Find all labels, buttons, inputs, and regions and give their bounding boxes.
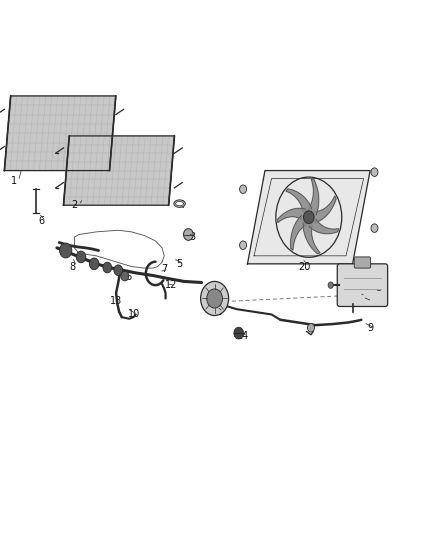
Text: 20: 20 bbox=[298, 262, 311, 271]
Circle shape bbox=[304, 211, 314, 224]
Circle shape bbox=[371, 224, 378, 232]
Text: 12: 12 bbox=[165, 280, 177, 290]
Text: 17: 17 bbox=[213, 307, 225, 317]
Polygon shape bbox=[4, 96, 116, 171]
Circle shape bbox=[60, 243, 72, 258]
FancyBboxPatch shape bbox=[337, 264, 388, 306]
Text: 18: 18 bbox=[364, 286, 376, 295]
Circle shape bbox=[240, 241, 247, 249]
Polygon shape bbox=[290, 215, 306, 250]
Circle shape bbox=[234, 327, 244, 339]
Circle shape bbox=[76, 251, 86, 263]
Circle shape bbox=[201, 281, 229, 316]
Text: 16: 16 bbox=[121, 272, 133, 282]
Polygon shape bbox=[309, 179, 319, 215]
Text: 1: 1 bbox=[11, 176, 17, 186]
Circle shape bbox=[240, 185, 247, 193]
Text: 4: 4 bbox=[179, 200, 185, 210]
Polygon shape bbox=[309, 219, 339, 234]
Polygon shape bbox=[64, 136, 174, 205]
Circle shape bbox=[184, 229, 193, 240]
Text: 8: 8 bbox=[69, 262, 75, 271]
Text: 14: 14 bbox=[237, 331, 249, 341]
Text: 2: 2 bbox=[71, 200, 78, 210]
Circle shape bbox=[103, 262, 112, 273]
Ellipse shape bbox=[176, 201, 184, 206]
Polygon shape bbox=[278, 208, 306, 223]
Circle shape bbox=[328, 282, 333, 288]
Circle shape bbox=[307, 324, 314, 332]
Polygon shape bbox=[314, 196, 336, 223]
Polygon shape bbox=[247, 171, 370, 264]
Circle shape bbox=[207, 289, 223, 308]
Ellipse shape bbox=[174, 200, 185, 207]
FancyBboxPatch shape bbox=[354, 257, 371, 268]
Circle shape bbox=[121, 271, 129, 281]
Text: 19: 19 bbox=[355, 291, 367, 301]
Text: 10: 10 bbox=[127, 310, 140, 319]
Circle shape bbox=[114, 265, 123, 276]
Polygon shape bbox=[286, 189, 312, 212]
Text: 7: 7 bbox=[161, 264, 167, 274]
Text: 15: 15 bbox=[362, 296, 374, 306]
Circle shape bbox=[371, 168, 378, 176]
Circle shape bbox=[89, 258, 99, 270]
Polygon shape bbox=[303, 223, 320, 254]
Text: 13: 13 bbox=[110, 296, 122, 306]
Text: 6: 6 bbox=[39, 216, 45, 226]
Text: 9: 9 bbox=[367, 323, 373, 333]
Text: 5: 5 bbox=[177, 259, 183, 269]
Text: 3: 3 bbox=[190, 232, 196, 242]
